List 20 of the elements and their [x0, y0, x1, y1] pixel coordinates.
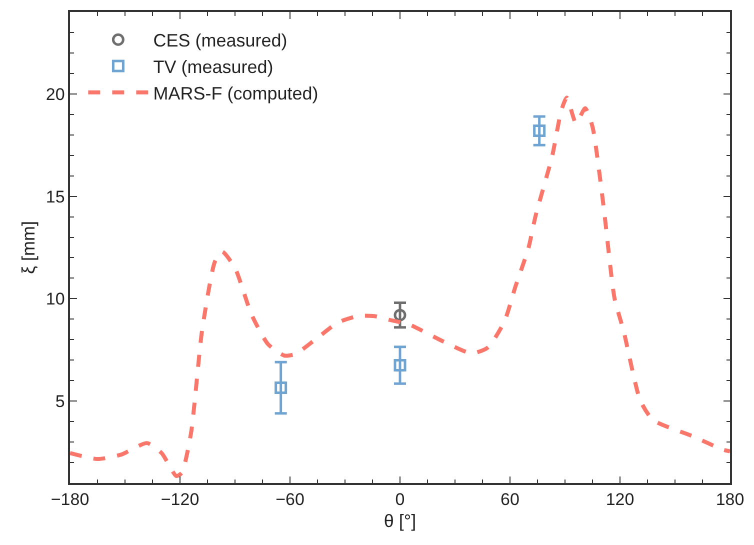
legend-label: TV (measured) [153, 57, 274, 78]
x-tick-label: −120 [160, 490, 200, 510]
x-tick-label: 60 [500, 490, 520, 510]
x-tick-label: 180 [716, 490, 744, 510]
x-tick-label: −60 [276, 490, 304, 510]
point [394, 308, 406, 322]
y-tick-label: 10 [46, 290, 65, 309]
y-tick-label: 15 [46, 187, 65, 206]
y-axis-title: ξ [mm] [18, 220, 39, 274]
x-axis-title: θ [°] [384, 510, 416, 531]
x-tick-label: 120 [606, 490, 634, 510]
point [394, 359, 406, 372]
x-tick-label: 0 [395, 490, 405, 510]
point [274, 382, 288, 394]
legend-label: CES (measured) [153, 30, 288, 51]
x-tick-label: −180 [50, 490, 90, 510]
legend-label: MARS-F (computed) [153, 83, 318, 104]
y-tick-label: 20 [46, 84, 65, 104]
y-tick-label: 5 [55, 392, 65, 412]
point [533, 124, 546, 138]
